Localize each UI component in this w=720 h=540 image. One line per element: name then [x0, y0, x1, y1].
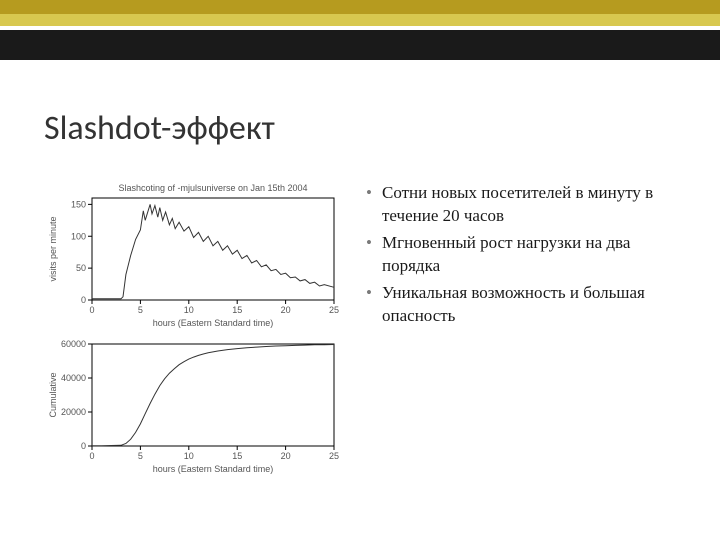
chart-bottom-svg: 0 5 10 15 20 25 0 20000 40000 60000 hours (Eastern… — [44, 336, 344, 476]
svg-text:10: 10 — [184, 305, 194, 315]
chart-top-svg: Slashcoting of -mjulsuniverse on Jan 15t… — [44, 180, 344, 330]
svg-text:150: 150 — [71, 199, 86, 209]
svg-text:60000: 60000 — [61, 339, 86, 349]
svg-text:20000: 20000 — [61, 407, 86, 417]
svg-text:hours (Eastern Standard time): hours (Eastern Standard time) — [153, 464, 274, 474]
bullet-item: Сотни новых посетителей в минуту в течен… — [364, 182, 676, 228]
band-stripe — [0, 30, 720, 60]
page-title: Slashdot-эффект — [44, 108, 275, 149]
svg-text:40000: 40000 — [61, 373, 86, 383]
chart-column: Slashcoting of -mjulsuniverse on Jan 15t… — [44, 180, 344, 476]
chart-bottom: 0 5 10 15 20 25 0 20000 40000 60000 hours (Eastern… — [44, 336, 344, 476]
svg-text:0: 0 — [81, 295, 86, 305]
band-stripe — [0, 0, 720, 14]
svg-text:25: 25 — [329, 305, 339, 315]
band-stripe — [0, 14, 720, 26]
svg-text:Cumulative: Cumulative — [48, 372, 58, 417]
svg-text:5: 5 — [138, 305, 143, 315]
bullet-item: Мгновенный рост нагрузки на два порядка — [364, 232, 676, 278]
svg-text:5: 5 — [138, 451, 143, 461]
svg-text:100: 100 — [71, 231, 86, 241]
svg-text:20: 20 — [281, 305, 291, 315]
svg-text:10: 10 — [184, 451, 194, 461]
svg-text:0: 0 — [89, 451, 94, 461]
decorative-top-band — [0, 0, 720, 36]
svg-text:0: 0 — [89, 305, 94, 315]
svg-text:25: 25 — [329, 451, 339, 461]
bullet-item: Уникальная возможность и большая опаснос… — [364, 282, 676, 328]
svg-text:20: 20 — [281, 451, 291, 461]
bullet-list: Сотни новых посетителей в минуту в течен… — [364, 180, 676, 476]
svg-text:50: 50 — [76, 263, 86, 273]
svg-text:15: 15 — [232, 305, 242, 315]
content-row: Slashcoting of -mjulsuniverse on Jan 15t… — [44, 180, 676, 476]
svg-text:15: 15 — [232, 451, 242, 461]
chart-top: Slashcoting of -mjulsuniverse on Jan 15t… — [44, 180, 344, 330]
svg-text:Slashcoting of -mjulsuniverse: Slashcoting of -mjulsuniverse on Jan 15t… — [118, 183, 307, 193]
svg-text:0: 0 — [81, 441, 86, 451]
svg-text:visits per minute: visits per minute — [48, 216, 58, 281]
svg-text:hours (Eastern Standard time): hours (Eastern Standard time) — [153, 318, 274, 328]
